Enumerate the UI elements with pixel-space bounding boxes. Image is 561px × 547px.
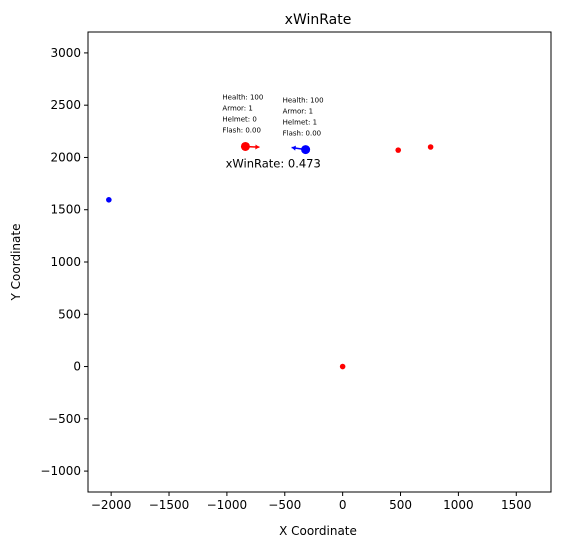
blue-player-point — [301, 145, 311, 155]
info-line: Flash: 0.00 — [222, 126, 261, 134]
x-tick-label: 1000 — [443, 498, 474, 512]
blue-player-info: Health: 100 Armor: 1 Helmet: 1 Flash: 0.00 — [283, 97, 324, 138]
player-info-labels: Health: 100 Armor: 1 Helmet: 0 Flash: 0.00H… — [222, 93, 323, 137]
y-tick-label: 1000 — [50, 255, 81, 269]
x-tick-label: −1500 — [149, 498, 190, 512]
y-tick-label: 0 — [73, 360, 81, 374]
y-tick-label: 1500 — [50, 203, 81, 217]
xwinrate-annotation: xWinRate: 0.473 — [226, 157, 321, 171]
info-line: Health: 100 — [283, 97, 324, 105]
red-arrow-head — [255, 144, 260, 150]
x-tick-label: −1000 — [207, 498, 248, 512]
y-tick-label: −1000 — [40, 464, 81, 478]
y-tick-label: 2500 — [50, 98, 81, 112]
red-player-point — [240, 141, 250, 151]
info-line: Armor: 1 — [222, 104, 252, 112]
y-axis-label: Y Coordinate — [9, 224, 23, 302]
info-line: Armor: 1 — [283, 108, 313, 116]
data-points — [106, 141, 434, 370]
x-tick-label: −2000 — [91, 498, 132, 512]
y-tick-label: −500 — [48, 412, 81, 426]
y-axis: −1000 −500 0 500 1000 1500 2000 2500 3000 — [40, 46, 88, 478]
info-line: Helmet: 0 — [222, 115, 256, 123]
y-tick-label: 500 — [58, 307, 81, 321]
red-point — [339, 363, 346, 370]
x-tick-label: −500 — [268, 498, 301, 512]
info-line: Flash: 0.00 — [283, 130, 322, 138]
blue-arrow-head — [291, 145, 296, 151]
red-point — [395, 147, 402, 153]
y-tick-label: 2000 — [50, 150, 81, 164]
blue-point — [106, 196, 112, 203]
red-point — [427, 144, 434, 150]
x-axis-label: X Coordinate — [279, 524, 357, 538]
chart-title: xWinRate — [285, 12, 352, 28]
red-player-info: Health: 100 Armor: 1 Helmet: 0 Flash: 0.00 — [222, 93, 263, 134]
y-tick-label: 3000 — [50, 46, 81, 60]
x-tick-label: 0 — [339, 498, 347, 512]
x-tick-label: 1500 — [501, 498, 532, 512]
info-line: Health: 100 — [222, 93, 263, 101]
x-tick-label: 500 — [389, 498, 412, 512]
info-line: Helmet: 1 — [283, 119, 317, 127]
x-axis: −2000 −1500 −1000 −500 0 500 1000 1500 — [91, 492, 532, 512]
